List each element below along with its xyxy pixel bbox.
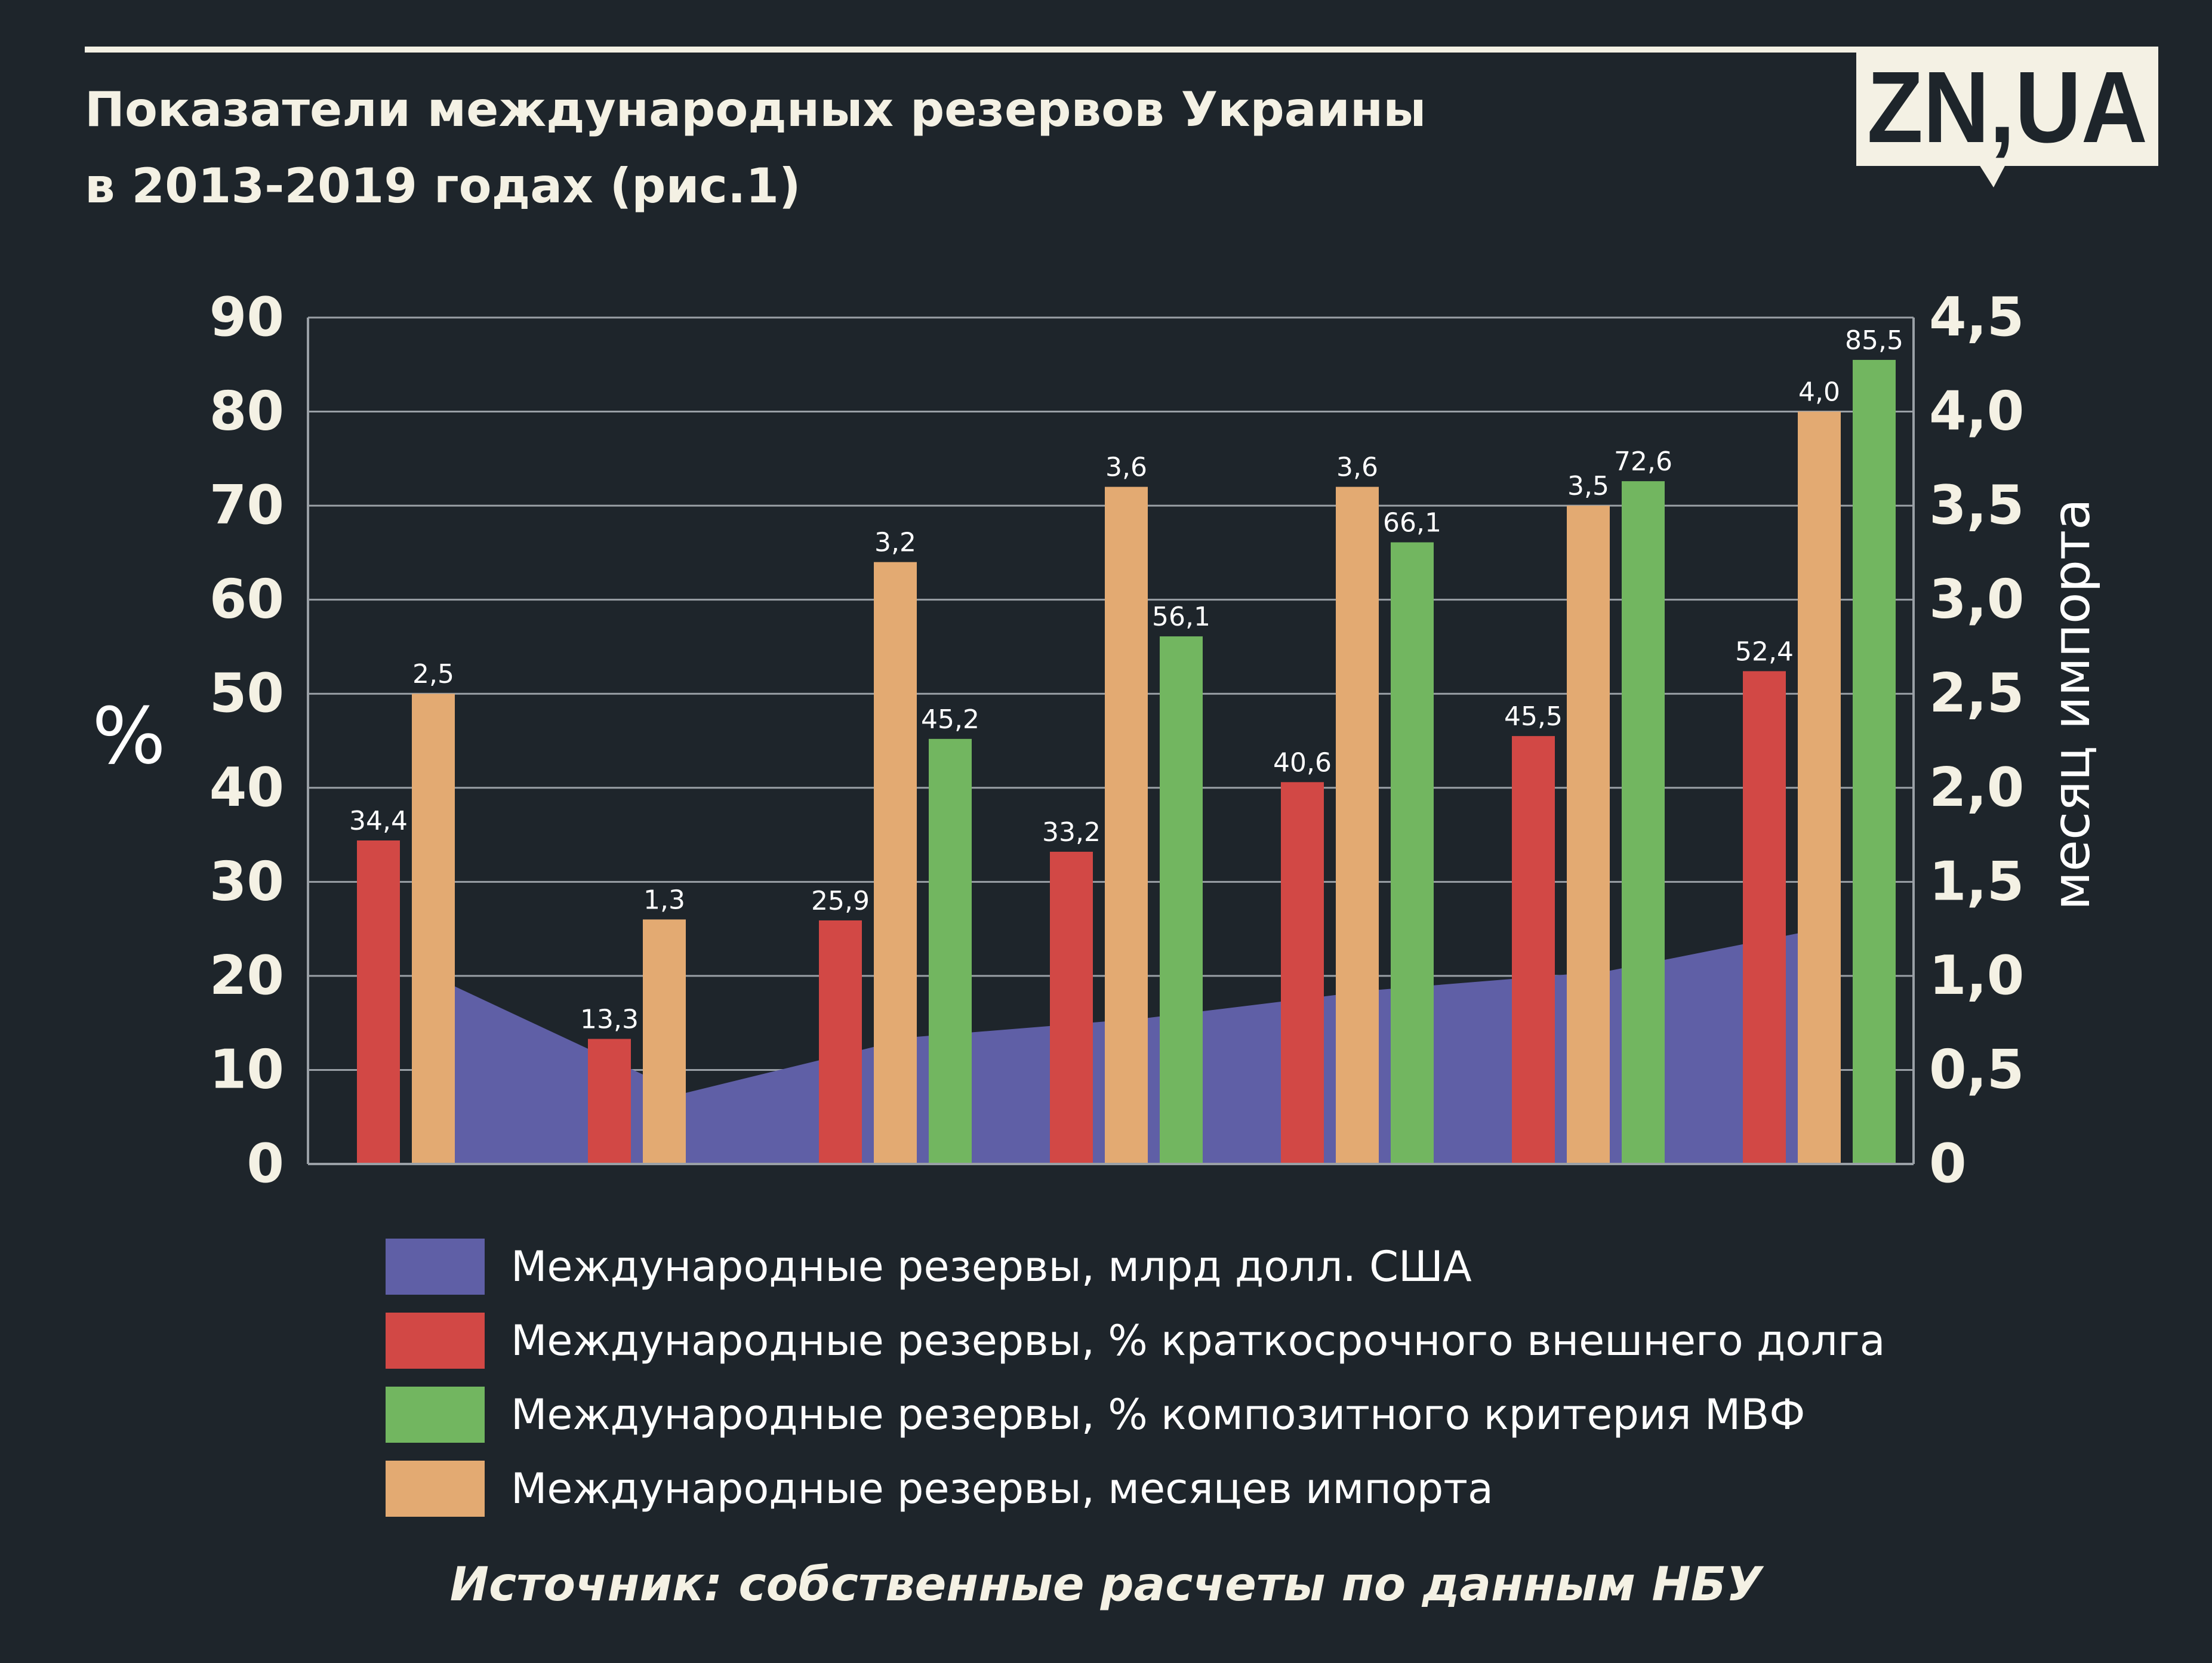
legend-swatch (386, 1387, 485, 1443)
legend-swatch (386, 1461, 485, 1517)
reserves-chart: 0 10 20 30 40 50 60 70 80 90 0 0,5 1,0 1,5 2,0 2,5 3,0 3,… (92, 286, 2102, 1194)
import-months-bar (412, 694, 455, 1164)
import-months-bar (1567, 506, 1610, 1164)
y-right-tick-label: 1,0 (1929, 944, 2024, 1007)
y-left-tick-label: 90 (210, 286, 284, 349)
y-left-tick-label: 80 (210, 380, 284, 443)
y-right-tick-label: 4,0 (1929, 380, 2024, 443)
logo-graphic: ZN,UA (1856, 47, 2158, 187)
legend-item-short-term-debt: Международные резервы, % краткосрочного … (386, 1304, 1937, 1378)
import-months-data-label: 3,2 (874, 528, 916, 558)
short-term-debt-bar (819, 920, 862, 1164)
imf-criterion-bar (1391, 542, 1434, 1164)
y-right-axis-label: месяц импорта (2042, 498, 2102, 910)
legend-label: Международные резервы, % краткосрочного … (511, 1316, 1886, 1365)
short-term-debt-data-label: 45,5 (1504, 701, 1563, 732)
y-right-tick-label: 2,5 (1929, 662, 2024, 725)
y-left-tick-label: 0 (247, 1132, 284, 1194)
y-right-tick-label: 3,5 (1929, 474, 2024, 537)
short-term-debt-bar (1281, 782, 1324, 1164)
y-right-tick-label: 0,5 (1929, 1038, 2024, 1101)
imf-criterion-data-label: 45,2 (921, 704, 979, 735)
imf-criterion-bar (929, 738, 972, 1164)
y-left-tick-label: 60 (210, 568, 284, 631)
chart-title: Показатели международных резервов Украин… (85, 72, 1756, 224)
chart-title-line-1: Показатели международных резервов Украин… (85, 82, 1427, 137)
short-term-debt-data-label: 33,2 (1042, 817, 1101, 848)
legend-item-imf-criterion: Международные резервы, % композитного кр… (386, 1378, 1937, 1452)
short-term-debt-data-label: 52,4 (1735, 636, 1794, 667)
short-term-debt-bar (1512, 736, 1555, 1164)
source-note: Источник: собственные расчеты по данным … (449, 1558, 1763, 1612)
zn-ua-logo: ZN,UA (1856, 47, 2158, 187)
legend-swatch (386, 1239, 485, 1295)
imf-criterion-bar (1853, 359, 1896, 1164)
short-term-debt-bar (357, 840, 400, 1164)
y-left-axis-label: % (92, 691, 166, 781)
imf-criterion-data-label: 66,1 (1383, 508, 1441, 538)
y-right-tick-label: 4,5 (1929, 286, 2024, 349)
y-left-tick-label: 50 (210, 662, 284, 725)
imf-criterion-bar (1622, 481, 1665, 1164)
import-months-bar (1798, 411, 1841, 1164)
y-right-tick-label: 0 (1929, 1132, 1967, 1194)
short-term-debt-bar (588, 1039, 631, 1164)
imf-criterion-data-label: 56,1 (1152, 602, 1210, 632)
legend-label: Международные резервы, % композитного кр… (511, 1390, 1806, 1439)
import-months-bar (1105, 486, 1148, 1164)
import-months-data-label: 3,6 (1336, 452, 1378, 483)
legend-swatch (386, 1313, 485, 1369)
short-term-debt-data-label: 34,4 (349, 806, 408, 836)
imf-criterion-data-label: 72,6 (1614, 446, 1672, 477)
import-months-bar (874, 562, 917, 1164)
import-months-bar (643, 919, 686, 1164)
chart-title-line-2: в 2013-2019 годах (рис.1) (85, 158, 801, 214)
import-months-bar (1336, 486, 1379, 1164)
y-left-tick-label: 10 (210, 1038, 284, 1101)
y-right-tick-label: 3,0 (1929, 568, 2024, 631)
top-rule (85, 47, 1875, 53)
imf-criterion-bar (1160, 636, 1203, 1164)
y-right-tick-label: 2,0 (1929, 756, 2024, 819)
legend: Международные резервы, млрд долл. США Меж… (386, 1230, 1937, 1526)
y-left-tick-label: 40 (210, 756, 284, 819)
legend-item-reserves-usd: Международные резервы, млрд долл. США (386, 1230, 1937, 1304)
import-months-data-label: 4,0 (1798, 377, 1840, 408)
legend-item-import-months: Международные резервы, месяцев импорта (386, 1452, 1937, 1526)
import-months-data-label: 3,6 (1105, 452, 1147, 483)
import-months-data-label: 3,5 (1567, 471, 1609, 501)
short-term-debt-bar (1743, 671, 1786, 1164)
legend-label: Международные резервы, млрд долл. США (511, 1242, 1472, 1291)
legend-label: Международные резервы, месяцев импорта (511, 1464, 1493, 1513)
short-term-debt-data-label: 13,3 (580, 1004, 639, 1034)
y-left-tick-label: 20 (210, 944, 284, 1007)
import-months-data-label: 1,3 (643, 885, 685, 915)
short-term-debt-data-label: 40,6 (1273, 747, 1332, 778)
imf-criterion-data-label: 85,5 (1845, 325, 1903, 356)
short-term-debt-data-label: 25,9 (811, 886, 870, 916)
y-left-tick-label: 30 (210, 850, 284, 913)
logo-text: ZN,UA (1867, 51, 2148, 164)
y-right-tick-label: 1,5 (1929, 850, 2024, 913)
short-term-debt-bar (1050, 851, 1093, 1164)
import-months-data-label: 2,5 (412, 659, 454, 689)
y-left-tick-label: 70 (210, 474, 284, 537)
